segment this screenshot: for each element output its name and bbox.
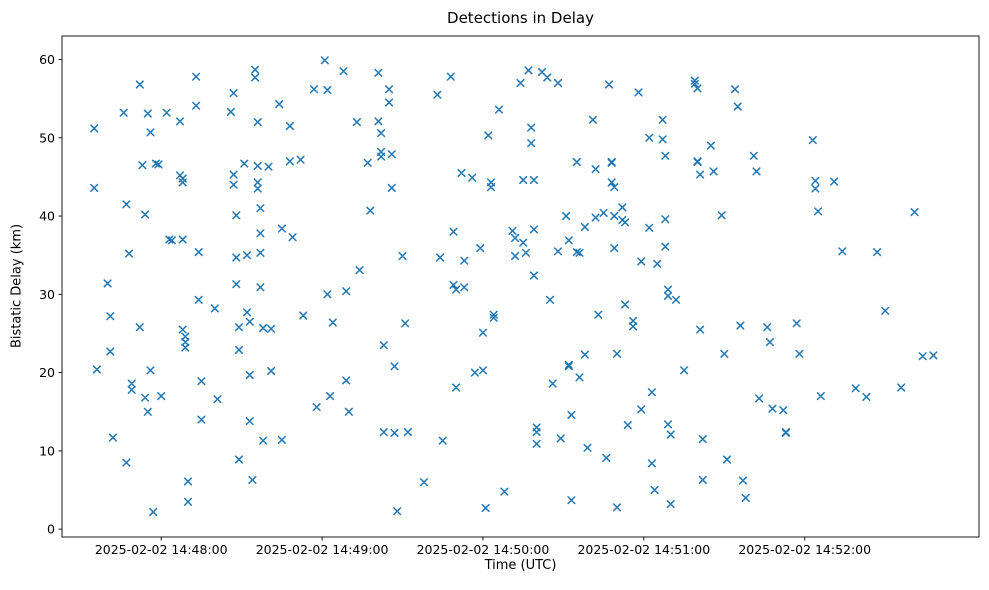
axes-spines xyxy=(61,35,980,538)
x-tick-label: 2025-02-02 14:48:00 xyxy=(95,542,228,557)
y-tick-label: 30 xyxy=(39,287,55,302)
x-tick-label: 2025-02-02 14:49:00 xyxy=(256,542,389,557)
y-tick-label: 60 xyxy=(39,52,55,67)
chart-title: Detections in Delay xyxy=(447,9,594,27)
y-tick-label: 10 xyxy=(39,443,55,458)
y-tick-label: 0 xyxy=(47,522,55,537)
x-axis-label: Time (UTC) xyxy=(484,558,557,573)
y-tick-label: 20 xyxy=(39,365,55,380)
y-tick-label: 40 xyxy=(39,209,55,224)
scatter-markers xyxy=(90,56,938,517)
y-axis-label: Bistatic Delay (km) xyxy=(9,223,25,349)
x-tick-label: 2025-02-02 14:50:00 xyxy=(417,542,550,557)
x-tick-label: 2025-02-02 14:51:00 xyxy=(577,542,710,557)
x-tick-label: 2025-02-02 14:52:00 xyxy=(738,542,871,557)
y-tick-label: 50 xyxy=(39,130,55,145)
